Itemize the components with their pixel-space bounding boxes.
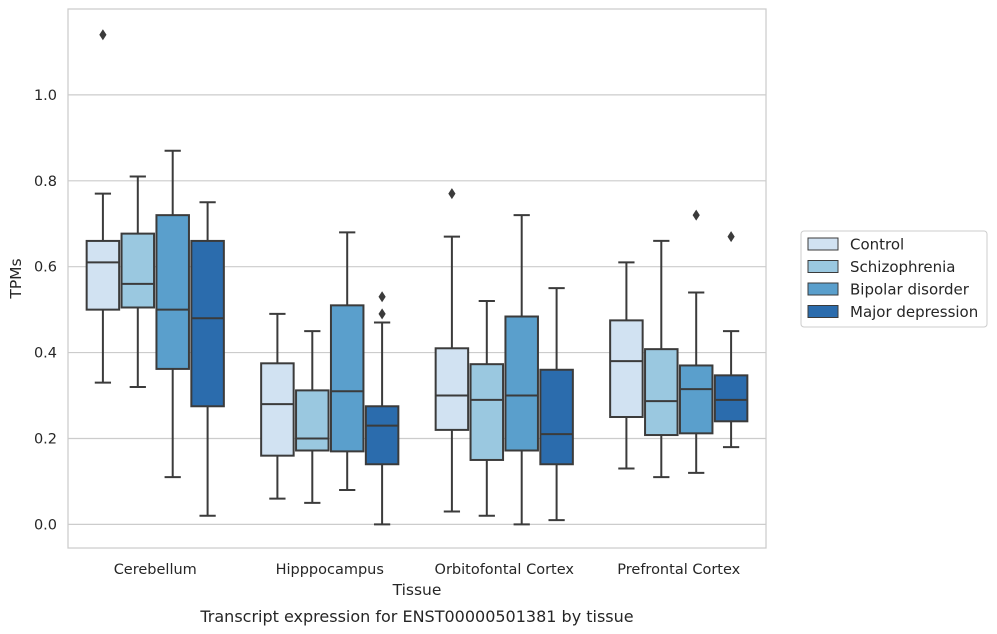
outlier-marker	[378, 308, 386, 320]
box-control	[85, 29, 121, 384]
box-major-depression	[190, 201, 225, 517]
box-bipolar-disorder	[678, 209, 714, 474]
iqr-box	[120, 232, 156, 309]
box-control	[609, 261, 644, 470]
legend-swatch	[807, 237, 839, 251]
box-major-depression	[713, 231, 749, 449]
iqr-box	[539, 368, 574, 466]
x-tick-label: Orbitofontal Cortex	[435, 562, 575, 578]
outlier-marker	[727, 231, 735, 243]
legend-swatch	[807, 282, 839, 296]
box-major-depression	[364, 291, 400, 526]
box-major-depression	[539, 287, 574, 522]
box-schizophrenia	[120, 175, 156, 388]
iqr-box	[609, 319, 644, 419]
box-schizophrenia	[644, 239, 679, 479]
legend-label: Schizophrenia	[850, 258, 955, 276]
y-axis-label: TPMs	[7, 258, 25, 299]
outlier-marker	[99, 29, 107, 41]
outlier-marker	[378, 291, 386, 303]
iqr-box	[85, 239, 121, 311]
x-tick-label: Prefrontal Cortex	[617, 562, 740, 578]
outlier-marker	[692, 209, 700, 221]
box-control	[260, 312, 295, 500]
box-schizophrenia	[295, 330, 330, 504]
iqr-box	[295, 389, 330, 452]
legend-frame	[800, 230, 988, 328]
legend-swatch	[807, 260, 839, 273]
iqr-box	[364, 405, 400, 466]
box-bipolar-disorder	[155, 149, 190, 479]
y-tick-label: 0.4	[34, 346, 57, 362]
iqr-box	[678, 364, 714, 435]
x-tick-label: Cerebellum	[114, 562, 197, 578]
box-bipolar-disorder	[329, 231, 365, 492]
iqr-box	[155, 214, 190, 370]
iqr-box	[434, 347, 470, 431]
y-tick-labels: 0.0 0.2 0.4 0.6 0.8 1.0	[34, 88, 57, 533]
y-tick-label: 0.6	[34, 260, 57, 276]
iqr-box	[713, 374, 749, 423]
legend: Control Schizophrenia Bipolar disorder Majo…	[800, 230, 988, 328]
legend-label: Major depression	[850, 303, 978, 321]
iqr-box	[329, 304, 365, 453]
y-tick-label: 0.8	[34, 174, 57, 190]
x-tick-label: Hipppocampus	[276, 562, 384, 578]
y-tick-label: 1.0	[34, 88, 57, 104]
legend-label: Bipolar disorder	[850, 281, 970, 299]
plot-frame	[67, 8, 767, 549]
outlier-marker	[448, 188, 456, 200]
legend-label: Control	[850, 236, 904, 254]
box-bipolar-disorder	[504, 214, 539, 526]
y-tick-label: 0.0	[34, 517, 57, 533]
iqr-box	[644, 348, 679, 437]
x-tick-labels: Cerebellum Hipppocampus Orbitofontal Corte…	[114, 562, 741, 578]
boxes	[85, 29, 749, 526]
x-axis-label: Tissue	[392, 581, 442, 599]
iqr-box	[504, 315, 539, 452]
iqr-box	[190, 239, 225, 408]
box-control	[434, 188, 470, 513]
y-tick-label: 0.2	[34, 431, 57, 447]
legend-swatch	[807, 305, 839, 318]
iqr-box	[260, 362, 295, 457]
figure-caption: Transcript expression for ENST0000050138…	[199, 607, 633, 626]
box-schizophrenia	[469, 300, 505, 517]
iqr-box	[469, 363, 505, 461]
